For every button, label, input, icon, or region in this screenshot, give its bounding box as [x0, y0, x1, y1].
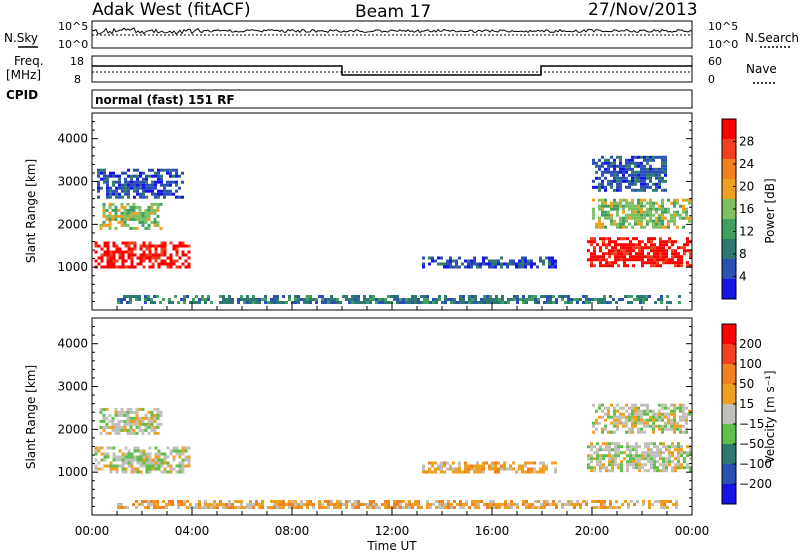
nave-tick-high: 60 [708, 55, 722, 68]
power-echo-region [422, 256, 557, 269]
velocity-data [94, 403, 692, 509]
freq-trace [92, 65, 692, 76]
velocity-echo-region [99, 407, 163, 435]
freq-label: Freq. [14, 54, 44, 68]
noise-tick-low-right: 10^0 [708, 38, 738, 51]
power-echo-region [592, 198, 691, 229]
station-title: Adak West (fitACF) [92, 0, 251, 20]
freq-unit-label: [MHz] [6, 68, 41, 82]
power-echo-region [99, 202, 163, 230]
power-echo-region [592, 155, 667, 192]
time-axis-label: Time UT [366, 539, 417, 553]
velocity-ytick-label: 2000 [57, 422, 88, 436]
power-echo-region [587, 237, 692, 268]
cpid-label: CPID [6, 88, 38, 102]
power-colorbar-segment [722, 219, 736, 239]
power-colorbar-tick-label: 8 [739, 247, 747, 261]
time-tick-label: 00:00 [75, 524, 110, 538]
velocity-ylabel: Slant Range [km] [24, 365, 38, 469]
velocity-colorbar-tick-label: −15 [739, 417, 764, 431]
power-ytick-label: 1000 [57, 260, 88, 274]
velocity-colorbar-segment [722, 384, 736, 404]
beam-title: Beam 17 [355, 2, 431, 22]
velocity-panel: 1000 2000 3000 4000 00:00 04:00 08:00 12:00 16:… [24, 302, 777, 553]
velocity-colorbar-segment [722, 324, 736, 344]
power-colorbar-segment [722, 139, 736, 159]
velocity-colorbar-tick-label: 15 [739, 397, 754, 411]
noise-sky-label: N.Sky [4, 31, 38, 45]
velocity-colorbar-segment [722, 364, 736, 384]
velocity-colorbar-label: Velocity [m s⁻¹] [763, 370, 777, 463]
velocity-ytick-label: 3000 [57, 380, 88, 394]
power-echo-region [97, 168, 184, 199]
power-ytick-label: 3000 [57, 175, 88, 189]
velocity-colorbar-segment [722, 344, 736, 364]
velocity-colorbar-segment [722, 424, 736, 444]
velocity-colorbar-tick-label: 50 [739, 377, 754, 391]
time-tick-label: 00:00 [675, 524, 710, 538]
nave-label: Nave [746, 62, 777, 76]
velocity-colorbar-segment [722, 404, 736, 424]
mode-text: normal (fast) 151 RF [95, 93, 235, 107]
power-ytick-label: 4000 [57, 132, 88, 146]
velocity-echo-region [94, 446, 191, 474]
time-tick-label: 08:00 [275, 524, 310, 538]
velocity-ytick-label: 4000 [57, 337, 88, 351]
noise-tick-high-right: 10^5 [708, 20, 738, 33]
noise-tick-high-left: 10^5 [58, 20, 88, 33]
velocity-colorbar-segment [722, 464, 736, 484]
velocity-echo-region [422, 461, 557, 474]
power-data [94, 155, 692, 304]
noise-tick-low-left: 10^0 [58, 38, 88, 51]
power-colorbar: 28 24 20 16 12 8 4 [721, 118, 754, 300]
velocity-colorbar-frame [721, 323, 737, 505]
power-colorbar-tick-label: 16 [739, 202, 754, 216]
power-colorbar-segment [722, 279, 736, 299]
power-ytick-label: 2000 [57, 217, 88, 231]
time-tick-label: 04:00 [175, 524, 210, 538]
noise-search-label: N.Search [745, 31, 799, 45]
freq-panel: 18 8 60 0 Freq. [MHz] CPID Nave [6, 54, 777, 102]
date-title: 27/Nov/2013 [588, 0, 698, 20]
time-tick-label: 20:00 [575, 524, 610, 538]
power-colorbar-segment [722, 119, 736, 139]
time-tick-label: 16:00 [475, 524, 510, 538]
power-colorbar-segment [722, 159, 736, 179]
time-tick-label: 12:00 [375, 524, 410, 538]
freq-tick-high: 18 [70, 55, 84, 68]
power-colorbar-segment [722, 259, 736, 279]
power-ylabel: Slant Range [km] [24, 159, 38, 263]
power-colorbar-tick-label: 28 [739, 135, 754, 149]
velocity-echo-region [587, 442, 692, 473]
velocity-colorbar-tick-label: −100 [739, 457, 772, 471]
power-panel: 1000 2000 3000 4000 Slant Range [km] 28 24 20… [24, 112, 777, 311]
noise-sky-trace [91, 27, 693, 35]
velocity-colorbar-tick-label: 200 [739, 337, 762, 351]
noise-panel: 10^5 10^0 10^5 10^0 N.Sky N.Search [4, 20, 799, 51]
freq-tick-low: 8 [74, 73, 81, 86]
power-colorbar-segment [722, 179, 736, 199]
velocity-colorbar-tick-label: −200 [739, 477, 772, 491]
velocity-colorbar-segment [722, 484, 736, 504]
nave-tick-low: 0 [708, 73, 715, 86]
power-colorbar-tick-label: 20 [739, 180, 754, 194]
velocity-ytick-label: 1000 [57, 465, 88, 479]
power-colorbar-tick-label: 4 [739, 270, 747, 284]
velocity-colorbar-segment [722, 444, 736, 464]
power-echo-region [117, 295, 681, 304]
velocity-echo-region [117, 500, 678, 509]
power-colorbar-tick-label: 24 [739, 157, 754, 171]
power-colorbar-segment [722, 199, 736, 219]
power-colorbar-segment [722, 239, 736, 259]
power-colorbar-label: Power [dB] [763, 178, 777, 243]
velocity-colorbar-tick-label: −50 [739, 437, 764, 451]
power-colorbar-tick-label: 12 [739, 225, 754, 239]
noise-trace [91, 27, 693, 36]
velocity-colorbar: 200 100 50 15 −15 −50 −100 −200 [721, 323, 772, 505]
velocity-echo-region [592, 403, 691, 434]
velocity-colorbar-tick-label: 100 [739, 357, 762, 371]
power-echo-region [94, 241, 191, 269]
